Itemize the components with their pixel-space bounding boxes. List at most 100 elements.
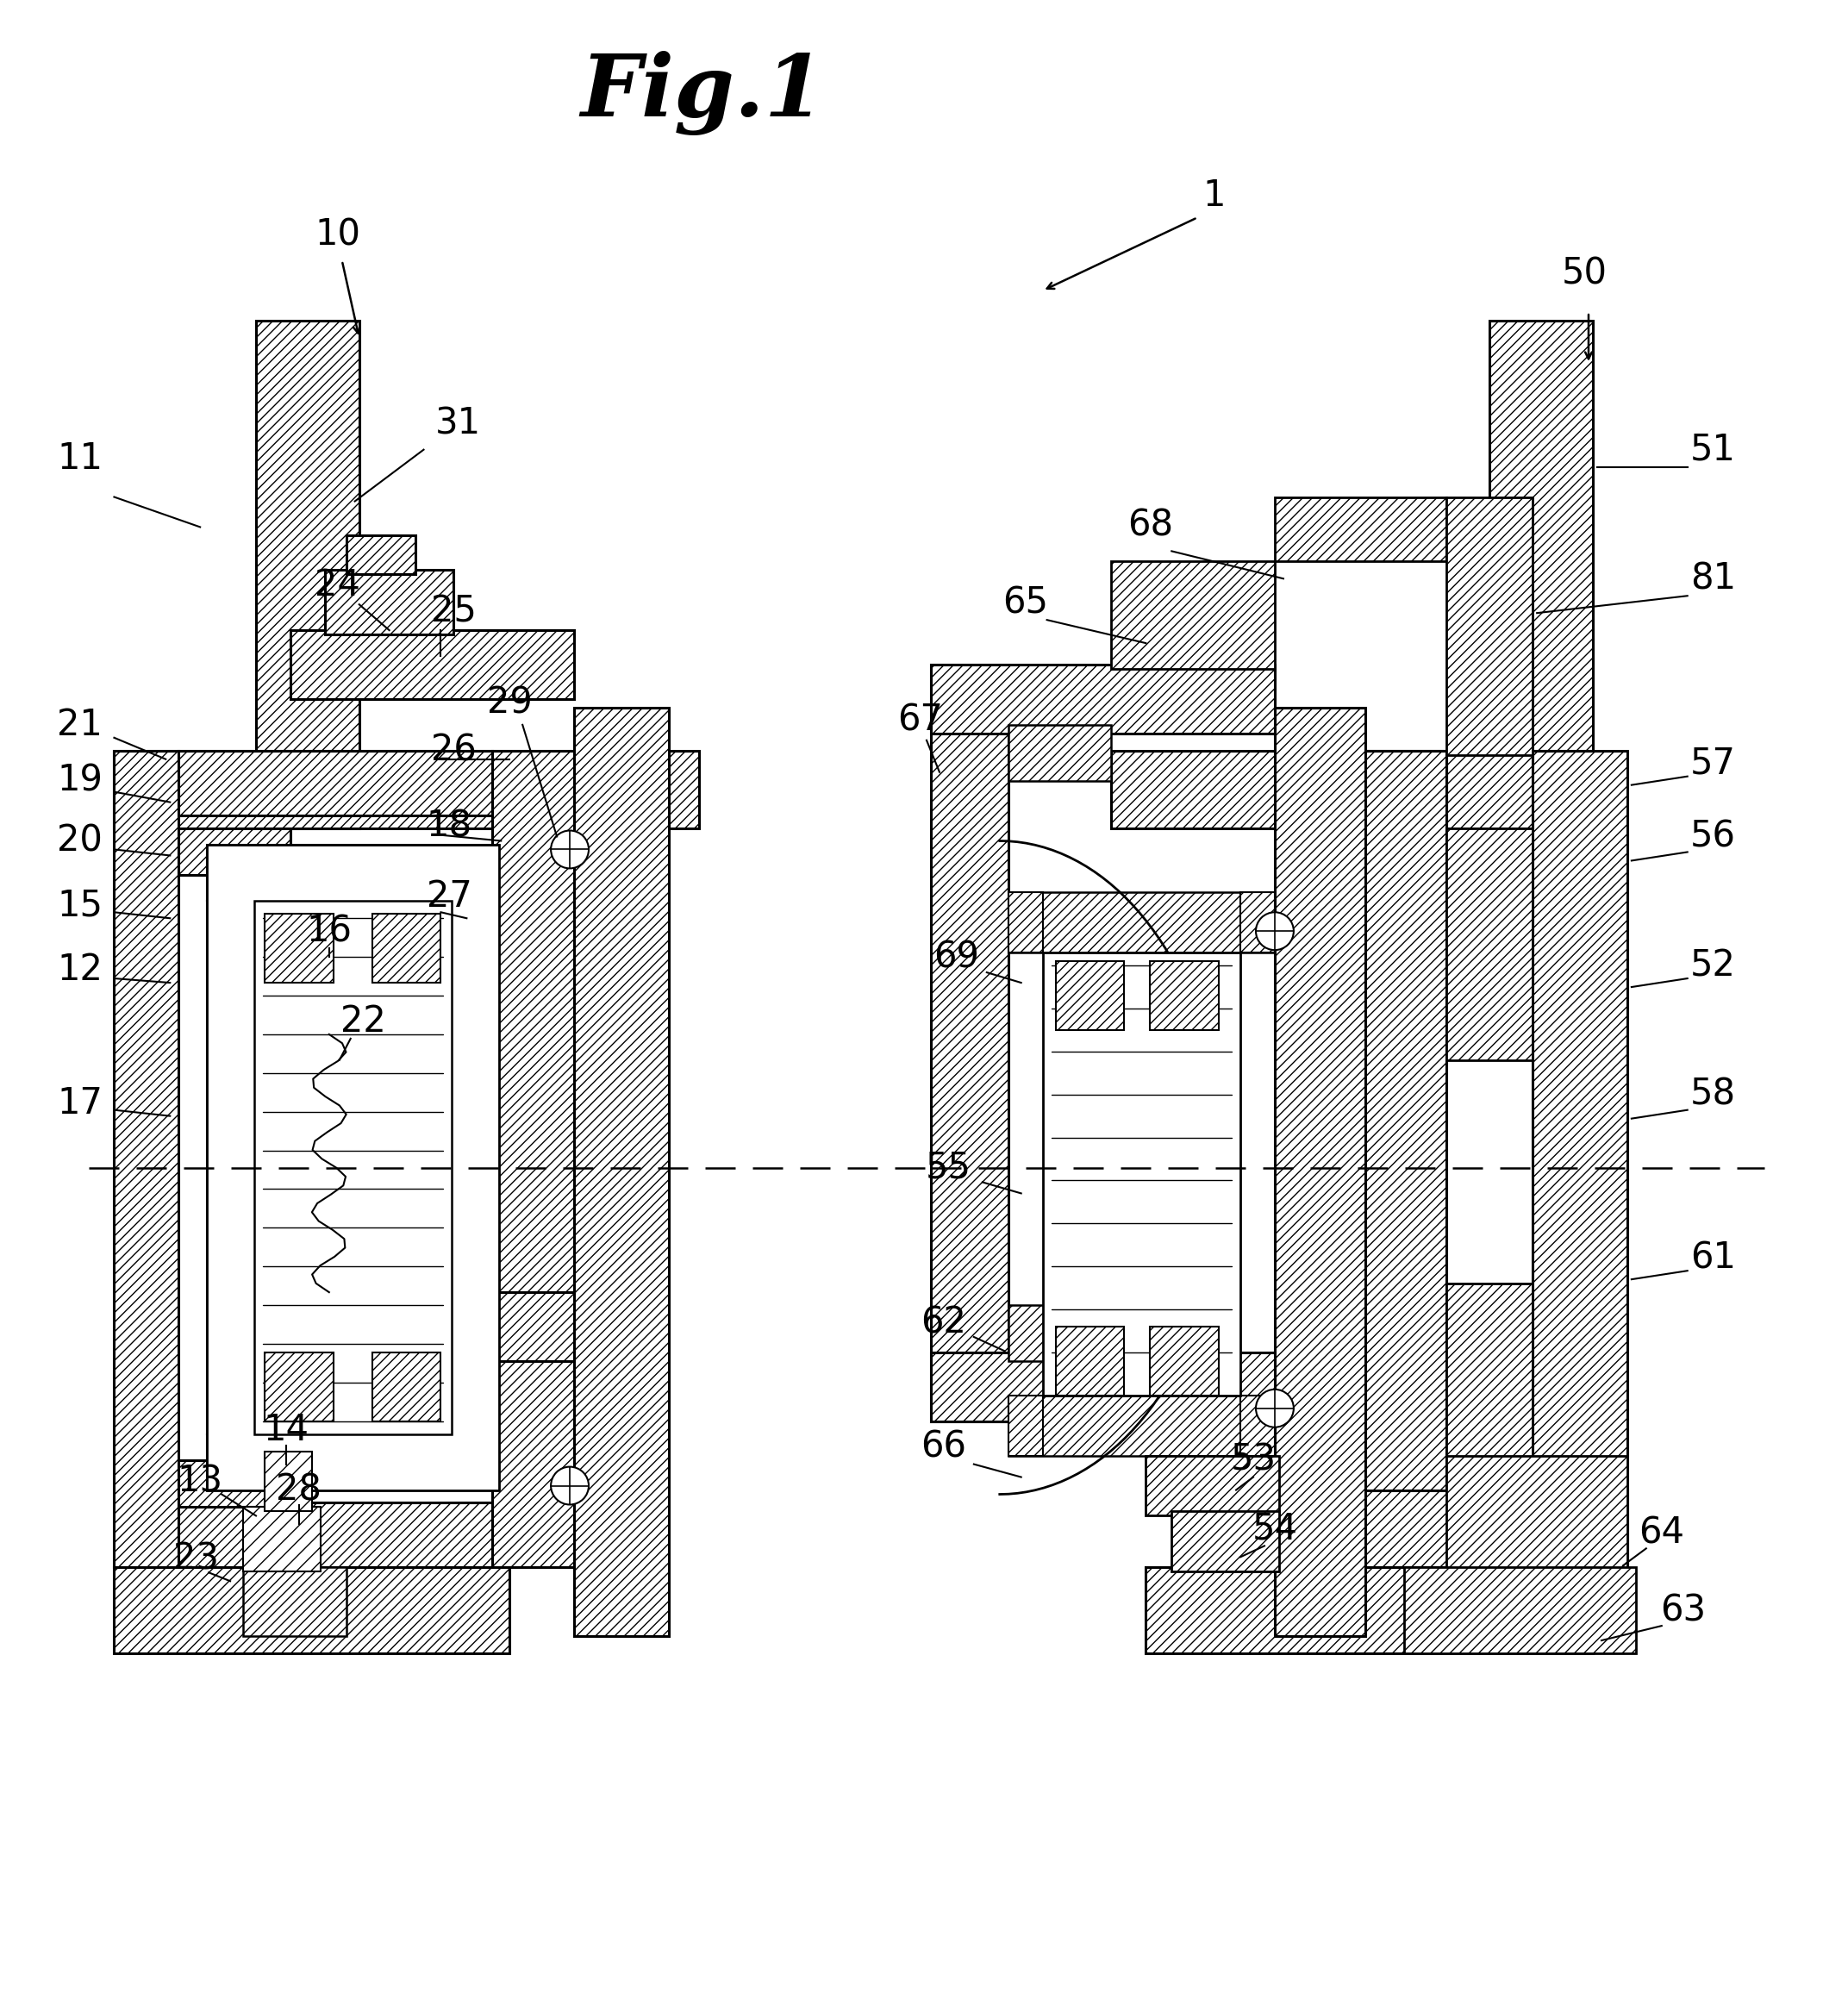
Text: 53: 53: [1231, 1442, 1277, 1478]
Bar: [346, 1418, 416, 1456]
Text: 55: 55: [926, 1149, 970, 1185]
Text: Fig.1: Fig.1: [580, 50, 824, 134]
Bar: [264, 1353, 333, 1422]
Bar: [115, 750, 179, 1568]
Text: 27: 27: [427, 878, 473, 914]
Text: 16: 16: [307, 912, 351, 948]
Bar: [1275, 497, 1447, 561]
Bar: [179, 1504, 492, 1568]
Text: 61: 61: [1691, 1239, 1735, 1275]
Text: 57: 57: [1691, 746, 1735, 782]
Bar: [1447, 497, 1532, 756]
Bar: [1240, 1395, 1275, 1456]
Bar: [1447, 1456, 1628, 1572]
Text: 10: 10: [314, 217, 360, 253]
Text: 51: 51: [1691, 431, 1735, 467]
Bar: [371, 914, 442, 982]
Bar: [179, 828, 290, 876]
Bar: [931, 664, 1009, 1422]
Bar: [290, 630, 575, 700]
Text: 1: 1: [1203, 178, 1225, 215]
Text: 11: 11: [57, 441, 103, 477]
Bar: [115, 750, 699, 828]
Bar: [1240, 892, 1275, 952]
Bar: [290, 1293, 575, 1361]
Text: 52: 52: [1691, 948, 1735, 984]
Bar: [1447, 828, 1532, 1061]
Bar: [1009, 892, 1275, 952]
Bar: [346, 535, 416, 573]
Text: 81: 81: [1691, 561, 1735, 597]
Text: 65: 65: [1003, 585, 1048, 622]
Bar: [1360, 1490, 1628, 1568]
Bar: [257, 321, 359, 828]
Bar: [453, 900, 499, 1434]
Bar: [1360, 750, 1447, 828]
Bar: [575, 708, 669, 1636]
Bar: [264, 914, 333, 982]
Text: 15: 15: [57, 888, 103, 924]
Bar: [1146, 1456, 1279, 1516]
Bar: [244, 1508, 320, 1572]
Bar: [1532, 750, 1628, 1568]
Bar: [1111, 561, 1275, 670]
Text: 17: 17: [57, 1085, 102, 1121]
Bar: [1055, 960, 1124, 1031]
Text: 26: 26: [431, 732, 477, 768]
Text: 12: 12: [57, 952, 102, 988]
Bar: [1149, 960, 1220, 1031]
Bar: [1149, 1327, 1220, 1395]
Circle shape: [551, 1468, 590, 1504]
Bar: [1009, 1395, 1275, 1456]
Bar: [1360, 750, 1447, 1568]
Text: 25: 25: [431, 593, 477, 630]
Bar: [244, 1568, 346, 1636]
Bar: [264, 1452, 312, 1512]
Circle shape: [1257, 912, 1294, 950]
Text: 14: 14: [262, 1412, 309, 1448]
Bar: [492, 750, 578, 1568]
Text: 50: 50: [1562, 255, 1608, 291]
Bar: [1042, 952, 1240, 1395]
Bar: [1055, 1327, 1124, 1395]
Bar: [179, 1460, 290, 1508]
Text: 23: 23: [174, 1540, 218, 1576]
Text: 66: 66: [920, 1430, 967, 1466]
Bar: [1009, 1395, 1042, 1456]
Text: 22: 22: [340, 1002, 386, 1039]
Bar: [207, 900, 255, 1434]
Bar: [1009, 1305, 1111, 1361]
Bar: [1447, 1283, 1532, 1490]
Bar: [1404, 1568, 1635, 1654]
Text: 58: 58: [1691, 1077, 1735, 1113]
Bar: [115, 1568, 510, 1654]
Bar: [1489, 321, 1593, 828]
Text: 29: 29: [486, 686, 532, 722]
Bar: [1172, 1512, 1279, 1572]
Text: 28: 28: [275, 1472, 322, 1508]
Text: 31: 31: [434, 405, 480, 441]
Text: 62: 62: [920, 1303, 967, 1341]
Bar: [931, 664, 1275, 734]
Bar: [1146, 1568, 1593, 1654]
Bar: [179, 750, 492, 816]
Text: 24: 24: [314, 567, 360, 604]
Text: 19: 19: [57, 762, 102, 798]
Bar: [325, 1357, 455, 1422]
Circle shape: [1257, 1389, 1294, 1428]
Text: 69: 69: [933, 938, 979, 974]
Text: 63: 63: [1660, 1592, 1706, 1628]
Text: 18: 18: [427, 808, 473, 844]
Text: 56: 56: [1691, 818, 1735, 854]
Text: 64: 64: [1639, 1516, 1685, 1552]
Bar: [255, 900, 453, 1434]
Bar: [325, 569, 455, 634]
Bar: [207, 846, 499, 900]
Text: 54: 54: [1251, 1510, 1297, 1546]
Bar: [371, 1353, 442, 1422]
Text: 68: 68: [1127, 507, 1173, 543]
Text: 20: 20: [57, 822, 102, 858]
Bar: [1111, 750, 1593, 828]
Circle shape: [551, 830, 590, 868]
Bar: [1009, 892, 1042, 952]
